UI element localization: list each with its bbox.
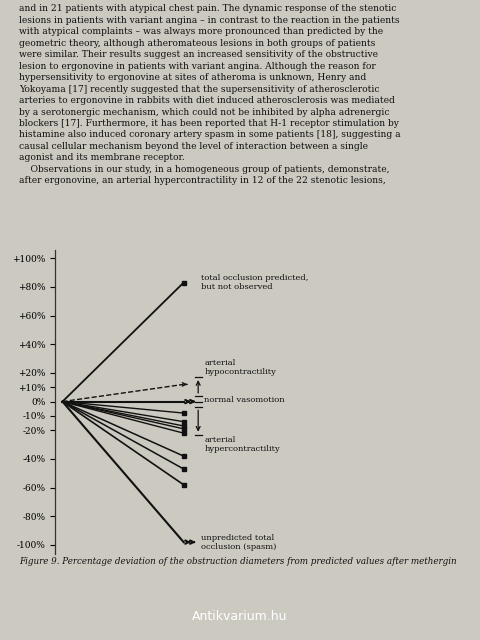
Text: Figure 9. Percentage deviation of the obstruction diameters from predicted value: Figure 9. Percentage deviation of the ob… [19,557,457,566]
Text: unpredicted total
occlusion (spasm): unpredicted total occlusion (spasm) [201,534,276,551]
Text: normal vasomotion: normal vasomotion [204,396,285,404]
Text: arterial
hypercontractility: arterial hypercontractility [204,436,280,453]
Text: total occlusion predicted,
but not observed: total occlusion predicted, but not obser… [201,274,308,291]
Text: Antikvarium.hu: Antikvarium.hu [192,611,288,623]
Text: arterial
hypocontractility: arterial hypocontractility [204,358,276,376]
Text: and in 21 patients with atypical chest pain. The dynamic response of the stenoti: and in 21 patients with atypical chest p… [19,4,401,185]
